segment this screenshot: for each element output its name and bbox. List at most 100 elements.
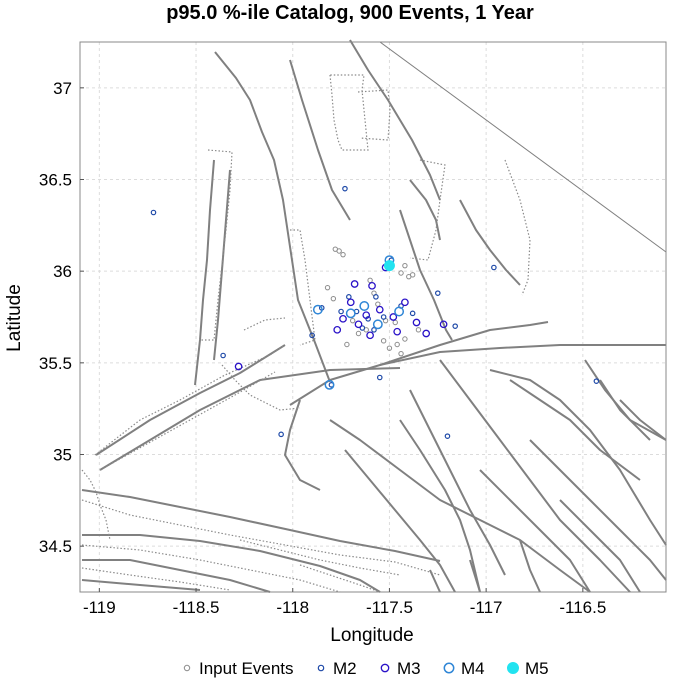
y-tick-label: 35: [53, 446, 72, 465]
fault-trace: [81, 489, 441, 562]
y-tick-label: 36: [53, 262, 72, 281]
fault-trace-dotted: [94, 344, 286, 456]
x-tick-label: -117: [470, 598, 503, 617]
chart-title: p95.0 %-ile Catalog, 900 Events, 1 Year: [166, 2, 534, 24]
legend-marker-m5: [507, 662, 519, 674]
fault-trace-dotted: [329, 74, 369, 151]
fault-trace-dotted: [81, 469, 111, 541]
fault-trace-dotted: [357, 89, 391, 141]
legend-marker-m3: [380, 663, 390, 673]
event-marker-input-events: [402, 262, 408, 269]
event-marker-m3: [439, 320, 448, 329]
event-marker-m4: [324, 379, 335, 390]
event-marker-m3: [354, 320, 363, 329]
event-marker-m2: [409, 310, 416, 317]
legend-label-m3: M3: [397, 659, 421, 678]
fault-lines: [81, 39, 667, 593]
y-tick-label: 37: [53, 79, 72, 98]
event-marker-m2: [452, 323, 458, 329]
fault-trace-dotted: [221, 364, 301, 411]
event-marker-m2: [491, 264, 497, 271]
legend-marker-m2: [317, 664, 325, 672]
event-marker-m3: [362, 311, 371, 320]
event-marker-input-events: [402, 336, 408, 342]
event-marker-m2: [376, 374, 383, 381]
fault-trace: [194, 159, 215, 386]
fault-trace: [509, 379, 641, 481]
fault-trace: [479, 469, 591, 593]
event-marker-m4: [312, 304, 323, 315]
legend-label-m4: M4: [461, 659, 485, 678]
event-marker-m3: [412, 318, 421, 327]
fault-trace: [284, 399, 321, 491]
event-marker-m2: [444, 433, 451, 439]
fault-trace-thin: [379, 41, 667, 253]
fault-trace: [82, 559, 271, 593]
event-marker-m2: [593, 378, 600, 384]
fault-trace-dotted: [239, 539, 401, 576]
event-marker-m3: [422, 329, 431, 338]
x-tick-label: -118.5: [173, 598, 220, 617]
event-marker-input-events: [340, 251, 346, 258]
event-marker-m3: [339, 314, 347, 323]
fault-trace: [599, 379, 651, 441]
fault-trace-dotted: [81, 499, 441, 576]
event-marker-m5: [383, 260, 395, 272]
event-marker-m4: [345, 308, 356, 319]
fault-trace-dotted: [409, 159, 446, 261]
event-marker-m3: [368, 281, 376, 290]
fault-trace: [439, 359, 631, 593]
event-marker-m2: [373, 294, 379, 300]
event-markers: [150, 185, 600, 439]
event-marker-m3: [401, 298, 409, 307]
event-marker-m3: [234, 362, 243, 371]
fault-trace: [409, 389, 506, 576]
legend-label-input-events: Input Events: [199, 659, 294, 678]
legend-label-m5: M5: [525, 659, 549, 678]
event-marker-m2: [434, 290, 441, 296]
fault-trace: [344, 449, 456, 593]
fault-trace: [82, 534, 381, 593]
event-marker-m3: [393, 327, 402, 336]
event-marker-input-events: [392, 319, 398, 326]
fault-trace: [289, 344, 666, 406]
fault-trace-dotted: [243, 317, 286, 331]
fault-trace: [519, 539, 541, 593]
x-tick-label: -117.5: [366, 598, 413, 617]
fault-trace: [529, 439, 667, 581]
grid-lines: [80, 42, 666, 592]
event-marker-input-events: [394, 341, 400, 348]
fault-trace: [99, 367, 401, 471]
fault-trace: [329, 419, 591, 593]
legend-label-m2: M2: [333, 659, 357, 678]
event-marker-m2: [309, 332, 315, 339]
fault-trace: [213, 169, 231, 361]
event-marker-input-events: [375, 301, 381, 307]
fault-trace: [349, 39, 441, 201]
event-marker-input-events: [355, 330, 362, 337]
x-axis-ticks: -119 -118.5 -118 -117.5 -117 -116.5: [83, 588, 606, 617]
event-marker-m4: [394, 306, 405, 317]
x-tick-label: -116.5: [559, 598, 606, 617]
legend-marker-input-events: [183, 664, 191, 672]
fault-trace: [214, 51, 331, 383]
fault-trace-dotted: [81, 544, 341, 593]
fault-trace-dotted: [200, 149, 233, 341]
event-marker-m3: [350, 280, 359, 288]
fault-trace: [409, 179, 441, 241]
fault-trace: [619, 399, 667, 441]
event-marker-input-events: [344, 341, 350, 348]
event-marker-input-events: [398, 350, 404, 357]
legend-marker-m4: [443, 662, 455, 674]
fault-trace: [429, 569, 441, 593]
event-marker-input-events: [415, 327, 422, 333]
fault-trace: [469, 559, 481, 593]
fault-trace: [379, 321, 549, 366]
fault-trace: [559, 499, 641, 593]
event-marker-input-events: [330, 295, 337, 302]
x-tick-label: -118: [276, 598, 309, 617]
event-marker-m4: [372, 319, 383, 330]
y-axis-ticks: 34.5 35 35.5 36 36.5 37: [39, 79, 84, 556]
fault-trace: [459, 199, 521, 286]
